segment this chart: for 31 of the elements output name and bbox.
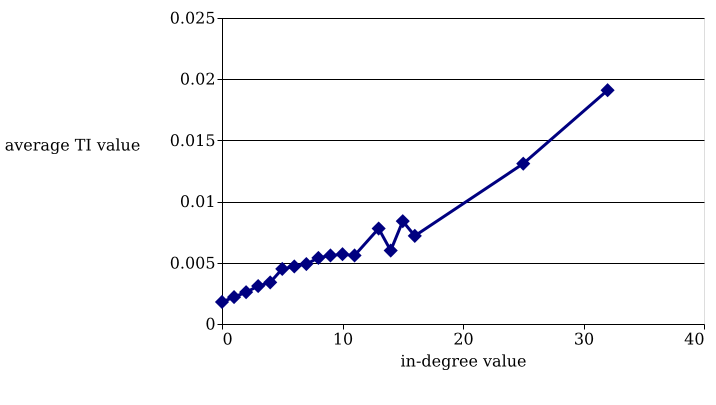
point [347, 248, 362, 263]
x-axis-title: in-degree value [400, 352, 526, 370]
point [311, 250, 326, 265]
point [396, 214, 410, 228]
y-tick-label: 0.005 [170, 253, 216, 272]
point [214, 294, 230, 310]
point [600, 83, 615, 98]
x-tick-label: 10 [332, 330, 354, 348]
x-tick-label: 40 [684, 330, 704, 348]
x-tick-label: 0 [222, 330, 233, 348]
point [372, 221, 386, 236]
point [239, 285, 254, 300]
point [335, 247, 350, 262]
x-tick-label: 20 [453, 330, 474, 348]
x-tick-label: 30 [574, 330, 594, 348]
point [384, 243, 398, 258]
point [323, 248, 338, 263]
point [516, 156, 530, 171]
y-tick-label: 0 [205, 314, 216, 334]
point [299, 256, 314, 272]
y-tick-label: 0.025 [170, 8, 216, 28]
y-tick-label: 0.01 [180, 192, 216, 212]
y-tick-label: 0.02 [180, 70, 216, 89]
y-axis-title: average TI value [4, 136, 140, 154]
point [263, 275, 278, 290]
point [287, 259, 302, 274]
point [251, 278, 266, 294]
y-tick-label: 0.015 [170, 130, 216, 150]
point [408, 228, 422, 243]
point [275, 262, 290, 276]
point [226, 290, 242, 304]
